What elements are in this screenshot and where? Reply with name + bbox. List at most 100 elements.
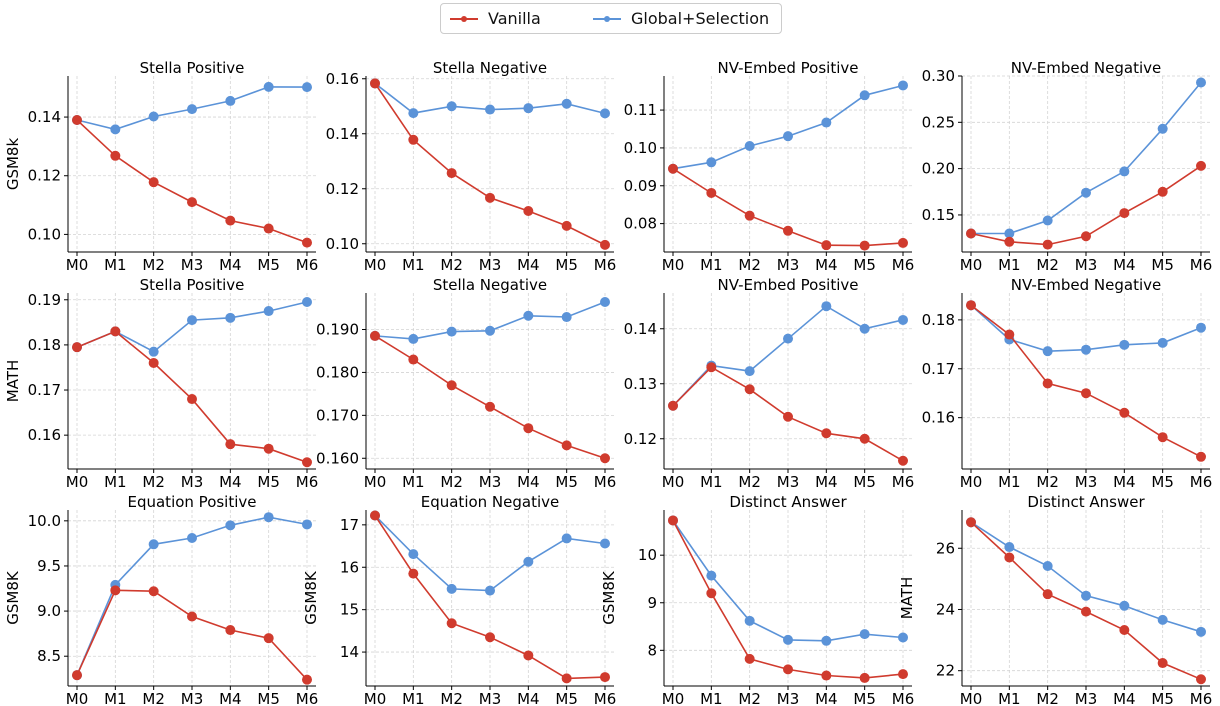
data-point-global-selection xyxy=(859,323,870,334)
y-tick-label: 0.25 xyxy=(922,113,955,131)
legend-marker-vanilla xyxy=(461,16,467,22)
x-tick-label: M5 xyxy=(853,690,876,706)
y-tick-label: 0.12 xyxy=(28,167,61,185)
x-tick-label: M0 xyxy=(66,473,89,491)
data-point-global-selection xyxy=(485,104,495,115)
data-point-global-selection xyxy=(561,98,572,109)
subplot-5: M0 M1 M2 M3 M4 M5 M6 0.16 0.17 0.18 0.19 Stella Pos… xyxy=(4,276,318,491)
data-point-global-selection xyxy=(821,635,832,646)
data-point-global-selection xyxy=(744,366,755,377)
data-point-vanilla xyxy=(898,455,908,466)
x-tick-label: M2 xyxy=(142,256,165,274)
subplot-4: M0 M1 M2 M3 M4 M5 M6 0.15 0.20 0.25 0.30 NV-Embed N… xyxy=(922,59,1213,274)
data-point-global-selection xyxy=(1157,337,1168,348)
y-tick-label: 15 xyxy=(340,601,359,619)
data-point-vanilla xyxy=(821,240,832,251)
data-point-vanilla xyxy=(485,401,495,412)
y-tick-label: 0.14 xyxy=(326,125,359,143)
data-point-vanilla xyxy=(706,588,717,599)
y-tick-label: 0.19 xyxy=(28,291,61,309)
data-point-global-selection xyxy=(706,570,717,581)
x-tick-label: M0 xyxy=(960,690,983,706)
data-point-vanilla xyxy=(859,672,870,683)
x-tick-label: M4 xyxy=(219,256,242,274)
data-point-vanilla xyxy=(561,440,572,451)
y-axis-label: MATH xyxy=(4,360,22,402)
data-point-global-selection xyxy=(1196,77,1206,88)
data-point-vanilla xyxy=(225,625,236,636)
y-tick-label: 9.5 xyxy=(37,557,61,575)
data-point-global-selection xyxy=(1196,626,1206,637)
data-point-vanilla xyxy=(821,428,832,439)
x-tick-label: M2 xyxy=(440,256,463,274)
x-tick-label: M1 xyxy=(700,256,723,274)
subplot-title: Equation Negative xyxy=(421,493,560,511)
subplot-title: NV-Embed Positive xyxy=(718,276,859,294)
data-point-vanilla xyxy=(148,357,159,368)
y-axis-label: GSM8K xyxy=(600,570,618,625)
x-tick-label: M4 xyxy=(517,473,540,491)
x-tick-label: M3 xyxy=(777,473,800,491)
y-tick-label: 0.18 xyxy=(28,336,61,354)
x-tick-label: M1 xyxy=(402,473,425,491)
data-point-vanilla xyxy=(370,510,380,521)
data-point-vanilla xyxy=(1196,160,1206,171)
data-point-vanilla xyxy=(966,300,976,311)
y-tick-label: 0.160 xyxy=(316,449,359,467)
subplot-11: M0 M1 M2 M3 M4 M5 M6 8 9 10 Distinct Answer GSM8K xyxy=(600,493,914,706)
data-point-vanilla xyxy=(148,177,159,188)
data-point-vanilla xyxy=(523,206,534,217)
data-point-vanilla xyxy=(1157,432,1168,443)
x-tick-label: M1 xyxy=(700,690,723,706)
x-tick-label: M3 xyxy=(1075,473,1098,491)
x-tick-label: M3 xyxy=(777,690,800,706)
data-point-global-selection xyxy=(1119,600,1130,611)
y-tick-label: 0.12 xyxy=(624,430,657,448)
y-tick-label: 10.0 xyxy=(28,512,61,530)
series-line-vanilla xyxy=(672,520,904,679)
x-tick-label: M0 xyxy=(364,256,387,274)
data-point-vanilla xyxy=(706,187,717,198)
data-point-vanilla xyxy=(523,423,534,434)
x-tick-label: M4 xyxy=(219,473,242,491)
data-point-vanilla xyxy=(600,239,610,250)
x-tick-label: M5 xyxy=(257,473,280,491)
y-tick-label: 22 xyxy=(936,662,955,680)
y-tick-label: 8 xyxy=(647,641,657,659)
y-tick-label: 0.180 xyxy=(316,363,359,381)
x-tick-label: M2 xyxy=(738,256,761,274)
x-tick-label: M6 xyxy=(296,690,319,706)
data-point-global-selection xyxy=(110,124,121,135)
data-point-global-selection xyxy=(408,549,419,560)
data-point-vanilla xyxy=(1004,552,1015,563)
data-point-vanilla xyxy=(370,330,380,341)
subplot-7: M0 M1 M2 M3 M4 M5 M6 0.12 0.13 0.14 NV-Embed Posit… xyxy=(624,276,915,491)
x-tick-label: M5 xyxy=(1151,690,1174,706)
data-point-vanilla xyxy=(744,384,755,395)
data-point-global-selection xyxy=(600,297,610,308)
subplot-6: M0 M1 M2 M3 M4 M5 M6 0.160 0.170 0.180 0.190 Stella… xyxy=(316,276,616,491)
data-point-vanilla xyxy=(1196,451,1206,462)
legend-marker-global-selection xyxy=(604,16,610,22)
data-point-global-selection xyxy=(225,312,236,323)
data-point-vanilla xyxy=(187,197,197,208)
x-tick-label: M6 xyxy=(594,473,617,491)
data-point-vanilla xyxy=(148,586,159,597)
data-point-global-selection xyxy=(1081,590,1091,601)
y-tick-label: 0.11 xyxy=(624,101,657,119)
y-tick-label: 0.10 xyxy=(624,139,657,157)
data-point-vanilla xyxy=(561,220,572,231)
y-tick-label: 0.18 xyxy=(922,311,955,329)
x-tick-label: M2 xyxy=(142,690,165,706)
subplot-8: M0 M1 M2 M3 M4 M5 M6 0.16 0.17 0.18 NV-Embed Negat… xyxy=(922,276,1213,491)
data-point-vanilla xyxy=(1119,624,1130,635)
x-tick-label: M0 xyxy=(960,473,983,491)
subplot-title: Distinct Answer xyxy=(1027,493,1145,511)
data-point-vanilla xyxy=(263,443,274,454)
data-point-vanilla xyxy=(561,673,572,684)
data-point-vanilla xyxy=(1042,239,1053,250)
x-tick-label: M5 xyxy=(257,690,280,706)
x-tick-label: M0 xyxy=(662,473,685,491)
y-tick-label: 0.17 xyxy=(922,360,955,378)
data-point-vanilla xyxy=(859,433,870,444)
